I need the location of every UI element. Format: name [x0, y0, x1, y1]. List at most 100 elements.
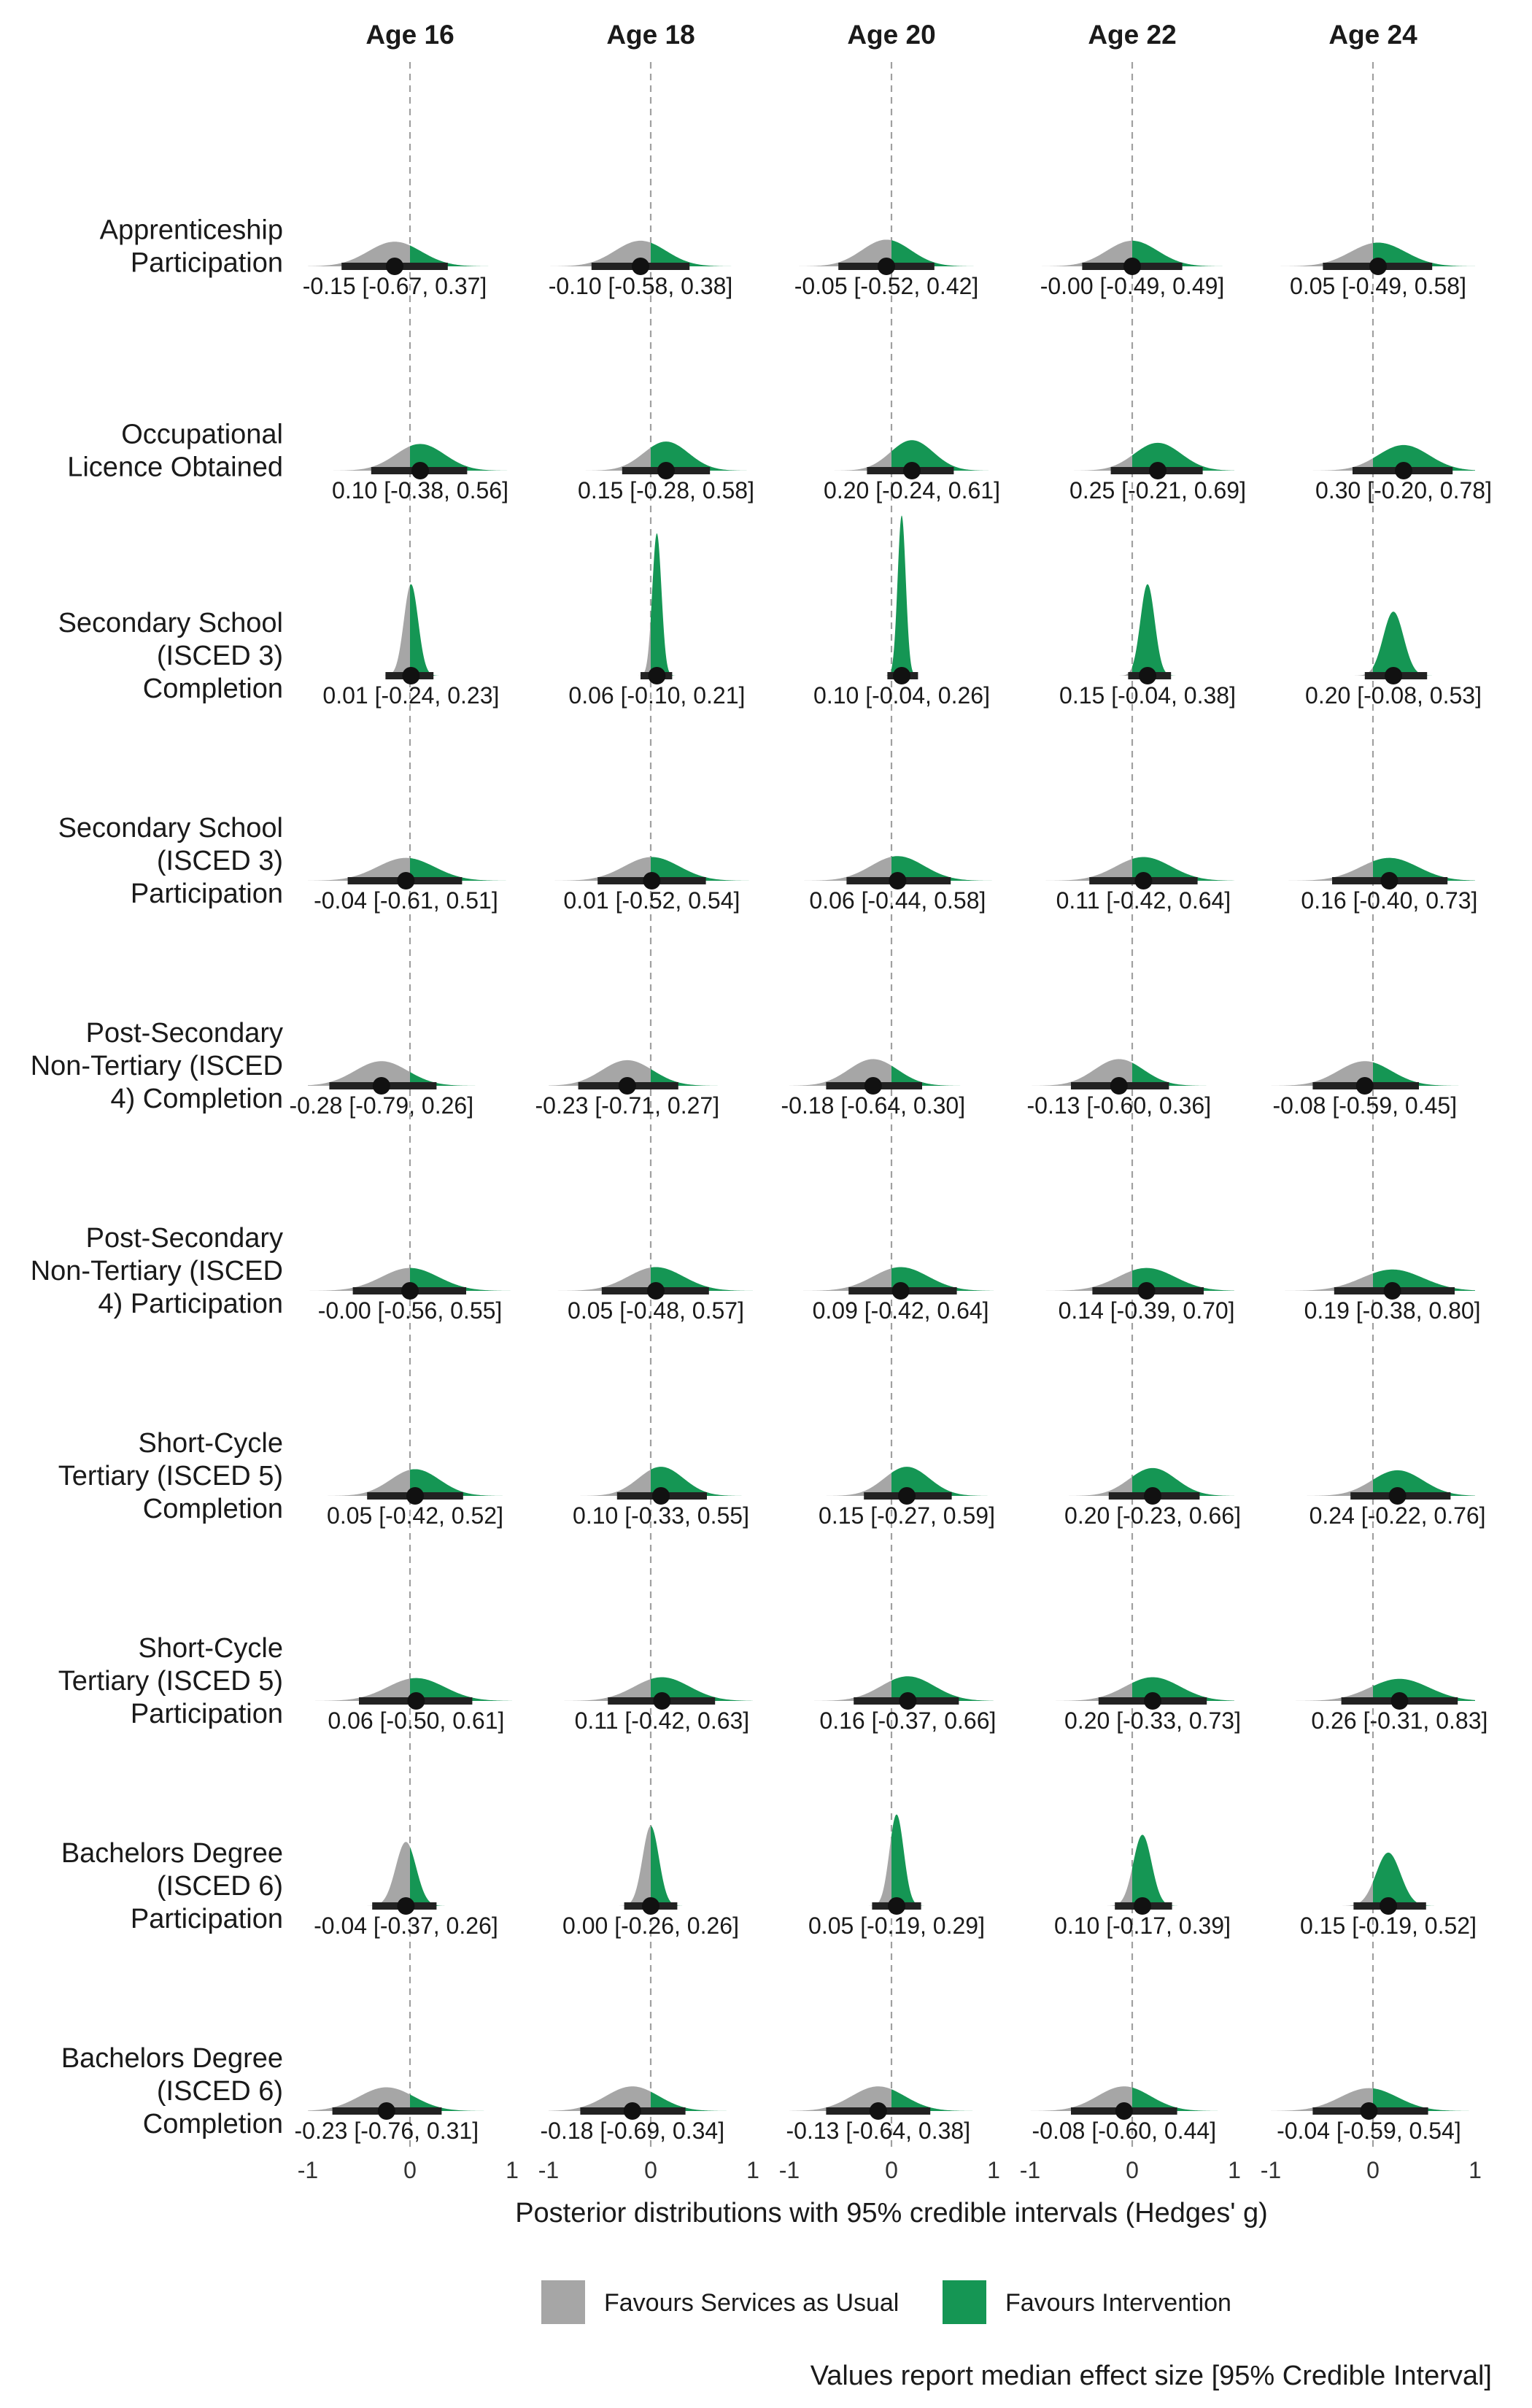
density-positive: [1132, 1834, 1180, 1906]
column-title: Age 24: [1328, 20, 1417, 50]
row-label: Completion: [143, 2109, 283, 2139]
median-ci-label: 0.10 [-0.38, 0.56]: [332, 477, 508, 503]
density-negative: [576, 447, 651, 471]
density-positive: [651, 533, 676, 676]
density-negative: [308, 857, 410, 881]
density-negative: [789, 239, 891, 266]
median-point: [1388, 1487, 1407, 1505]
density-negative: [308, 242, 410, 266]
x-tick-label: 0: [885, 2157, 898, 2183]
median-point: [1139, 667, 1156, 684]
median-point: [642, 1897, 659, 1915]
density-negative: [1030, 2086, 1132, 2111]
median-ci-label: 0.10 [-0.04, 0.26]: [813, 682, 990, 709]
median-ci-label: 0.05 [-0.19, 0.29]: [808, 1913, 985, 1939]
median-point: [643, 872, 661, 890]
panel: 0.16 [-0.37, 0.66]: [801, 1676, 996, 1734]
density-positive: [410, 1469, 512, 1496]
density-positive: [891, 1267, 994, 1291]
median-ci-label: 0.30 [-0.20, 0.78]: [1315, 477, 1492, 503]
panel: 0.09 [-0.42, 0.64]: [790, 1267, 994, 1324]
density-positive: [891, 856, 994, 881]
median-ci-label: 0.15 [-0.28, 0.58]: [578, 477, 754, 503]
density-negative: [1271, 1061, 1373, 1086]
panel: 0.16 [-0.40, 0.73]: [1274, 857, 1477, 914]
row-label: Post-Secondary: [86, 1223, 283, 1254]
median-point: [1123, 258, 1141, 275]
median-ci-label: -0.04 [-0.61, 0.51]: [314, 887, 498, 914]
median-point: [1395, 462, 1412, 479]
median-point: [411, 462, 429, 479]
density-negative: [308, 1678, 410, 1701]
x-tick-label: 1: [746, 2157, 759, 2183]
median-point: [1134, 872, 1153, 890]
density-negative: [317, 1470, 410, 1496]
median-ci-label: 0.09 [-0.42, 0.64]: [813, 1297, 989, 1324]
density-positive: [410, 1267, 512, 1291]
panel: 0.05 [-0.49, 0.58]: [1271, 242, 1475, 299]
panel: -0.28 [-0.79, 0.26]: [289, 1061, 488, 1119]
median-ci-label: 0.05 [-0.42, 0.52]: [327, 1502, 503, 1529]
median-point: [647, 1282, 665, 1300]
row-label: Occupational: [121, 420, 283, 450]
row-label: Bachelors Degree: [61, 2043, 283, 2074]
density-negative: [1042, 1683, 1132, 1701]
density-negative: [365, 1842, 410, 1906]
median-ci-label: 0.15 [-0.19, 0.52]: [1300, 1913, 1477, 1939]
median-point: [1360, 2102, 1378, 2120]
median-point: [893, 667, 910, 684]
density-positive: [1132, 857, 1234, 881]
panel: -0.04 [-0.59, 0.54]: [1271, 2088, 1475, 2144]
panel: -0.05 [-0.52, 0.42]: [789, 239, 985, 299]
reference-lines: [409, 62, 1374, 2149]
row-labels: ApprenticeshipParticipationOccupationalL…: [31, 215, 283, 2140]
legend: Favours Services as Usual Favours Interve…: [541, 2280, 1231, 2324]
median-ci-label: -0.10 [-0.58, 0.38]: [549, 273, 733, 299]
panel: 0.01 [-0.52, 0.54]: [549, 857, 753, 914]
row-label: Tertiary (ISCED 5): [58, 1461, 283, 1492]
panel: -0.13 [-0.64, 0.38]: [786, 2086, 985, 2144]
density-positive: [410, 2094, 497, 2111]
density-positive: [651, 857, 753, 881]
panel: 0.19 [-0.38, 0.80]: [1271, 1269, 1481, 1324]
row-label: Non-Tertiary (ISCED: [31, 1256, 283, 1286]
legend-swatch: [541, 2280, 585, 2324]
x-axis-label: Posterior distributions with 95% credibl…: [515, 2198, 1268, 2228]
median-point: [1383, 1282, 1401, 1300]
panel: 0.10 [-0.33, 0.55]: [570, 1467, 751, 1529]
row-label: Secondary School: [58, 813, 283, 844]
median-ci-label: 0.25 [-0.21, 0.69]: [1069, 477, 1246, 503]
median-point: [1144, 1692, 1161, 1710]
panel: 0.11 [-0.42, 0.63]: [552, 1677, 753, 1734]
median-point: [1144, 1487, 1161, 1505]
density-positive: [1132, 442, 1234, 471]
x-tick-label: 1: [506, 2157, 519, 2183]
row-label: Secondary School: [58, 608, 283, 638]
median-ci-label: 0.05 [-0.49, 0.58]: [1290, 273, 1466, 299]
panel: 0.10 [-0.04, 0.26]: [813, 515, 990, 709]
density-positive: [651, 1677, 753, 1701]
x-tick-label: 0: [1126, 2157, 1139, 2183]
x-tick-label: 0: [403, 2157, 417, 2183]
panel: -0.18 [-0.64, 0.30]: [781, 1059, 972, 1119]
panel: -0.00 [-0.56, 0.55]: [308, 1267, 512, 1324]
median-point: [1380, 1897, 1397, 1915]
density-positive: [1132, 240, 1234, 266]
density-positive: [891, 1814, 926, 1906]
panel: 0.24 [-0.22, 0.76]: [1295, 1470, 1486, 1529]
median-ci-label: -0.08 [-0.59, 0.45]: [1272, 1092, 1457, 1119]
density-negative: [308, 1267, 410, 1291]
median-ci-label: -0.13 [-0.64, 0.38]: [786, 2118, 970, 2144]
median-ci-label: 0.20 [-0.24, 0.61]: [824, 477, 1000, 503]
median-ci-label: 0.01 [-0.24, 0.23]: [322, 682, 499, 709]
median-point: [1134, 1897, 1151, 1915]
density-negative: [322, 446, 410, 471]
panel: 0.15 [-0.27, 0.59]: [816, 1467, 995, 1529]
density-negative: [816, 1473, 891, 1496]
density-positive: [1373, 611, 1434, 676]
density-positive: [1373, 1852, 1438, 1906]
x-tick-label: 0: [1366, 2157, 1380, 2183]
median-ci-label: 0.11 [-0.42, 0.63]: [575, 1707, 750, 1734]
median-point: [397, 1897, 415, 1915]
